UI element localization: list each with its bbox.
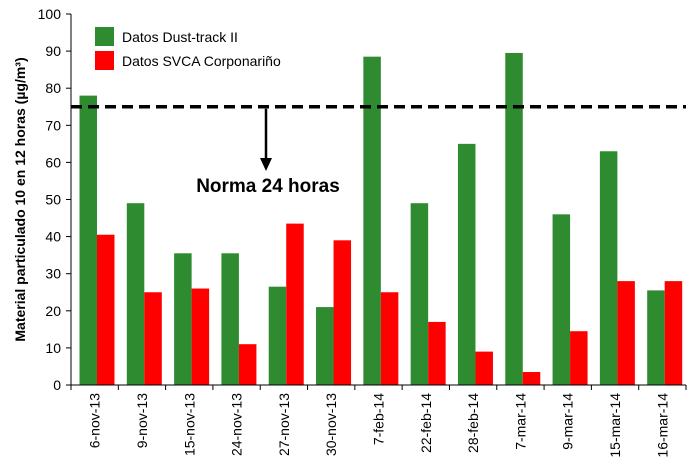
bar-dust-track — [552, 214, 571, 385]
legend-swatch-dust-track — [95, 27, 114, 46]
bar-svca — [191, 288, 210, 385]
y-tick-label: 80 — [45, 80, 61, 96]
bar-dust-track — [221, 253, 239, 385]
y-tick-label: 70 — [45, 117, 61, 133]
bar-svca — [475, 351, 493, 385]
x-tick-label: 7-mar-14 — [512, 393, 528, 450]
y-tick-label: 20 — [45, 303, 61, 319]
bar-svca — [238, 344, 257, 385]
bar-dust-track — [126, 203, 145, 385]
legend: Datos Dust-track II Datos SVCA Corponari… — [95, 27, 281, 70]
bar-dust-track — [268, 286, 287, 385]
x-tick-label: 27-nov-13 — [276, 393, 292, 456]
x-tick-label: 7-feb-14 — [371, 393, 387, 445]
bar-dust-track — [79, 95, 97, 386]
y-tick-label: 40 — [45, 229, 61, 245]
x-tick-label: 28-feb-14 — [465, 393, 481, 453]
bar-dust-track — [174, 253, 192, 385]
bar-series — [79, 52, 683, 386]
x-tick-label: 30-nov-13 — [323, 393, 339, 456]
x-tick-label: 6-nov-13 — [87, 393, 103, 448]
y-axis-label: Material particulado 10 en 12 horas (µg/… — [12, 57, 28, 341]
bar-svca — [617, 281, 635, 385]
legend-label-svca: Datos SVCA Corponariño — [122, 53, 281, 69]
bar-dust-track — [410, 203, 429, 385]
bar-svca — [570, 331, 588, 385]
bar-svca — [380, 292, 399, 385]
x-tick-label: 15-mar-14 — [607, 393, 623, 458]
bar-dust-track — [505, 52, 523, 386]
bar-dust-track — [316, 307, 334, 385]
bar-dust-track — [647, 290, 665, 385]
bar-svca — [97, 234, 115, 385]
bar-svca — [144, 292, 162, 385]
x-tick-label: 16-mar-14 — [654, 393, 670, 458]
bar-svca — [286, 223, 304, 385]
y-tick-label: 60 — [45, 154, 61, 170]
bar-svca — [522, 372, 541, 385]
bar-svca — [428, 321, 446, 385]
y-tick-label: 0 — [53, 377, 61, 393]
bar-dust-track — [363, 56, 381, 385]
x-axis-ticks: 6-nov-13 9-nov-13 15-nov-13 24-nov-13 27-nov… — [70, 385, 687, 458]
x-tick-label: 22-feb-14 — [418, 393, 434, 453]
legend-swatch-svca — [95, 51, 114, 70]
bar-dust-track — [599, 151, 618, 385]
bar-dust-track — [457, 143, 476, 385]
x-tick-label: 15-nov-13 — [181, 393, 197, 456]
y-tick-label: 10 — [45, 340, 61, 356]
legend-label-dust-track: Datos Dust-track II — [122, 29, 238, 45]
y-tick-label: 50 — [45, 192, 61, 208]
x-tick-label: 9-nov-13 — [134, 393, 150, 448]
bar-svca — [664, 281, 683, 385]
x-tick-label: 24-nov-13 — [229, 393, 245, 456]
bar-svca — [333, 240, 352, 385]
x-tick-label: 9-mar-14 — [560, 393, 576, 450]
y-tick-label: 100 — [38, 6, 62, 22]
annotation-label: Norma 24 horas — [196, 176, 340, 197]
y-tick-label: 30 — [45, 266, 61, 282]
annotation-arrow-head — [260, 158, 272, 171]
y-axis-ticks: 0 10 20 30 40 50 60 70 80 90 100 — [38, 6, 71, 393]
y-tick-label: 90 — [45, 43, 61, 59]
